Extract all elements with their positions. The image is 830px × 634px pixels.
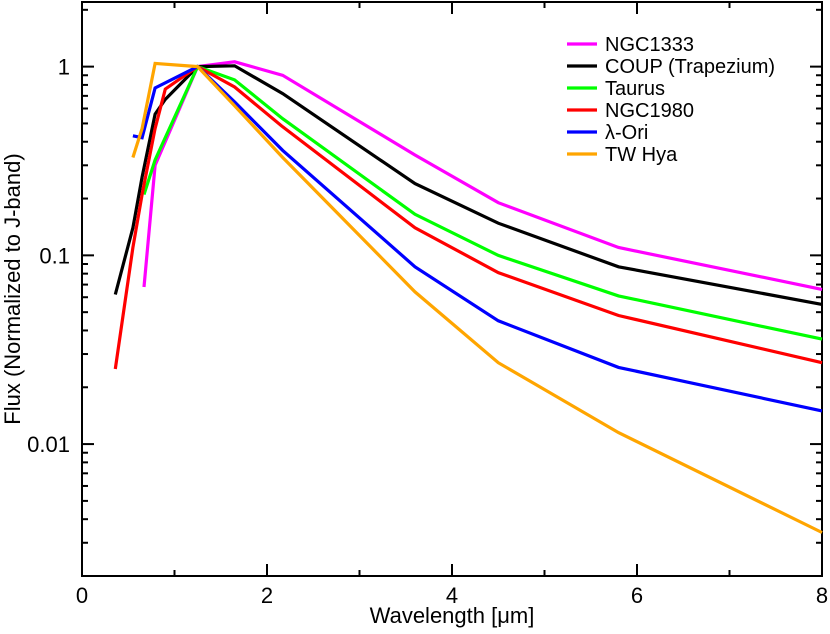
legend-label: NGC1980 (605, 100, 694, 122)
legend-label: Taurus (605, 78, 665, 100)
y-tick-label: 0.1 (39, 243, 70, 268)
legend-label: NGC1333 (605, 34, 694, 56)
y-tick-label: 0.01 (27, 432, 70, 457)
axis-ticks (81, 2, 823, 577)
series-line-2 (142, 64, 823, 341)
x-tick-label: 8 (816, 583, 828, 608)
series-line-4 (132, 64, 823, 413)
legend-label: COUP (Trapezium) (605, 56, 775, 78)
legend-label: TW Hya (605, 144, 678, 166)
series-lines (113, 60, 823, 534)
y-axis-title: Flux (Normalized to J-band) (0, 153, 25, 424)
x-tick-label: 4 (446, 583, 458, 608)
x-tick-label: 2 (261, 583, 273, 608)
y-tick-label: 1 (58, 55, 70, 80)
tick-labels: 0 2 4 6 8 0.01 0.1 1 (27, 55, 828, 608)
series-line-5 (131, 61, 823, 534)
x-tick-label: 0 (76, 583, 88, 608)
series-line-3 (113, 64, 823, 370)
series-line-1 (113, 64, 823, 306)
x-axis-title: Wavelength [μm] (370, 603, 535, 628)
legend-label: λ-Ori (605, 122, 648, 144)
x-tick-label: 6 (631, 583, 643, 608)
